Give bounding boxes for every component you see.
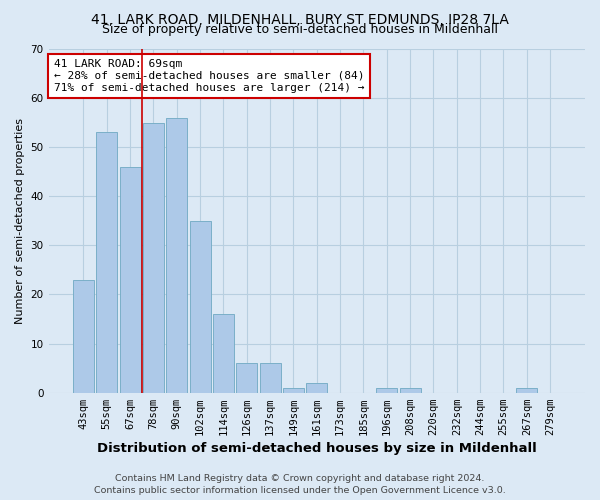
Bar (400, 388, 421, 392)
Bar (283, 388, 304, 392)
X-axis label: Distribution of semi-detached houses by size in Mildenhall: Distribution of semi-detached houses by … (97, 442, 536, 455)
Bar (260, 363, 281, 392)
Bar (119, 167, 140, 392)
Bar (73, 280, 94, 392)
Bar (236, 363, 257, 392)
Bar (143, 122, 164, 392)
Text: 41 LARK ROAD: 69sqm
← 28% of semi-detached houses are smaller (84)
71% of semi-d: 41 LARK ROAD: 69sqm ← 28% of semi-detach… (54, 60, 364, 92)
Bar (166, 118, 187, 392)
Text: Contains HM Land Registry data © Crown copyright and database right 2024.
Contai: Contains HM Land Registry data © Crown c… (94, 474, 506, 495)
Bar (376, 388, 397, 392)
Y-axis label: Number of semi-detached properties: Number of semi-detached properties (15, 118, 25, 324)
Bar (190, 221, 211, 392)
Bar (96, 132, 117, 392)
Bar (306, 383, 327, 392)
Text: 41, LARK ROAD, MILDENHALL, BURY ST EDMUNDS, IP28 7LA: 41, LARK ROAD, MILDENHALL, BURY ST EDMUN… (91, 12, 509, 26)
Bar (213, 314, 234, 392)
Bar (516, 388, 537, 392)
Text: Size of property relative to semi-detached houses in Mildenhall: Size of property relative to semi-detach… (102, 22, 498, 36)
